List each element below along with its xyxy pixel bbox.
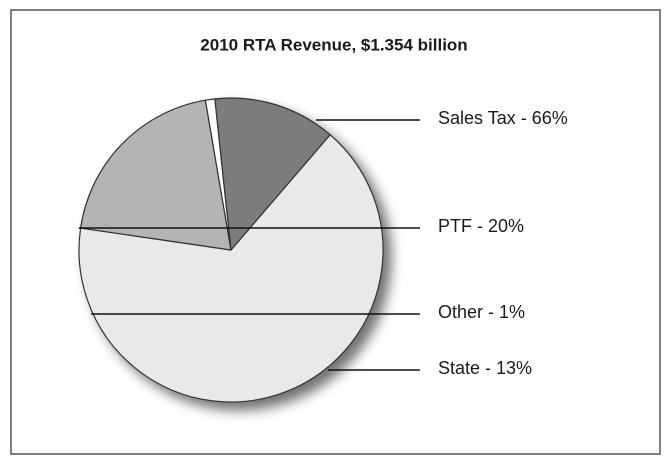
pie-slice bbox=[78, 134, 384, 403]
slice-label: State - 13% bbox=[438, 358, 532, 378]
pie-slice bbox=[214, 97, 331, 251]
chart-title: 2010 RTA Revenue, $1.354 billion bbox=[200, 35, 467, 54]
slice-label: Sales Tax - 66% bbox=[438, 108, 568, 128]
pie bbox=[78, 97, 384, 403]
slice-label: PTF - 20% bbox=[438, 216, 524, 236]
pie-slice bbox=[79, 99, 232, 251]
slice-label: Other - 1% bbox=[438, 302, 525, 322]
